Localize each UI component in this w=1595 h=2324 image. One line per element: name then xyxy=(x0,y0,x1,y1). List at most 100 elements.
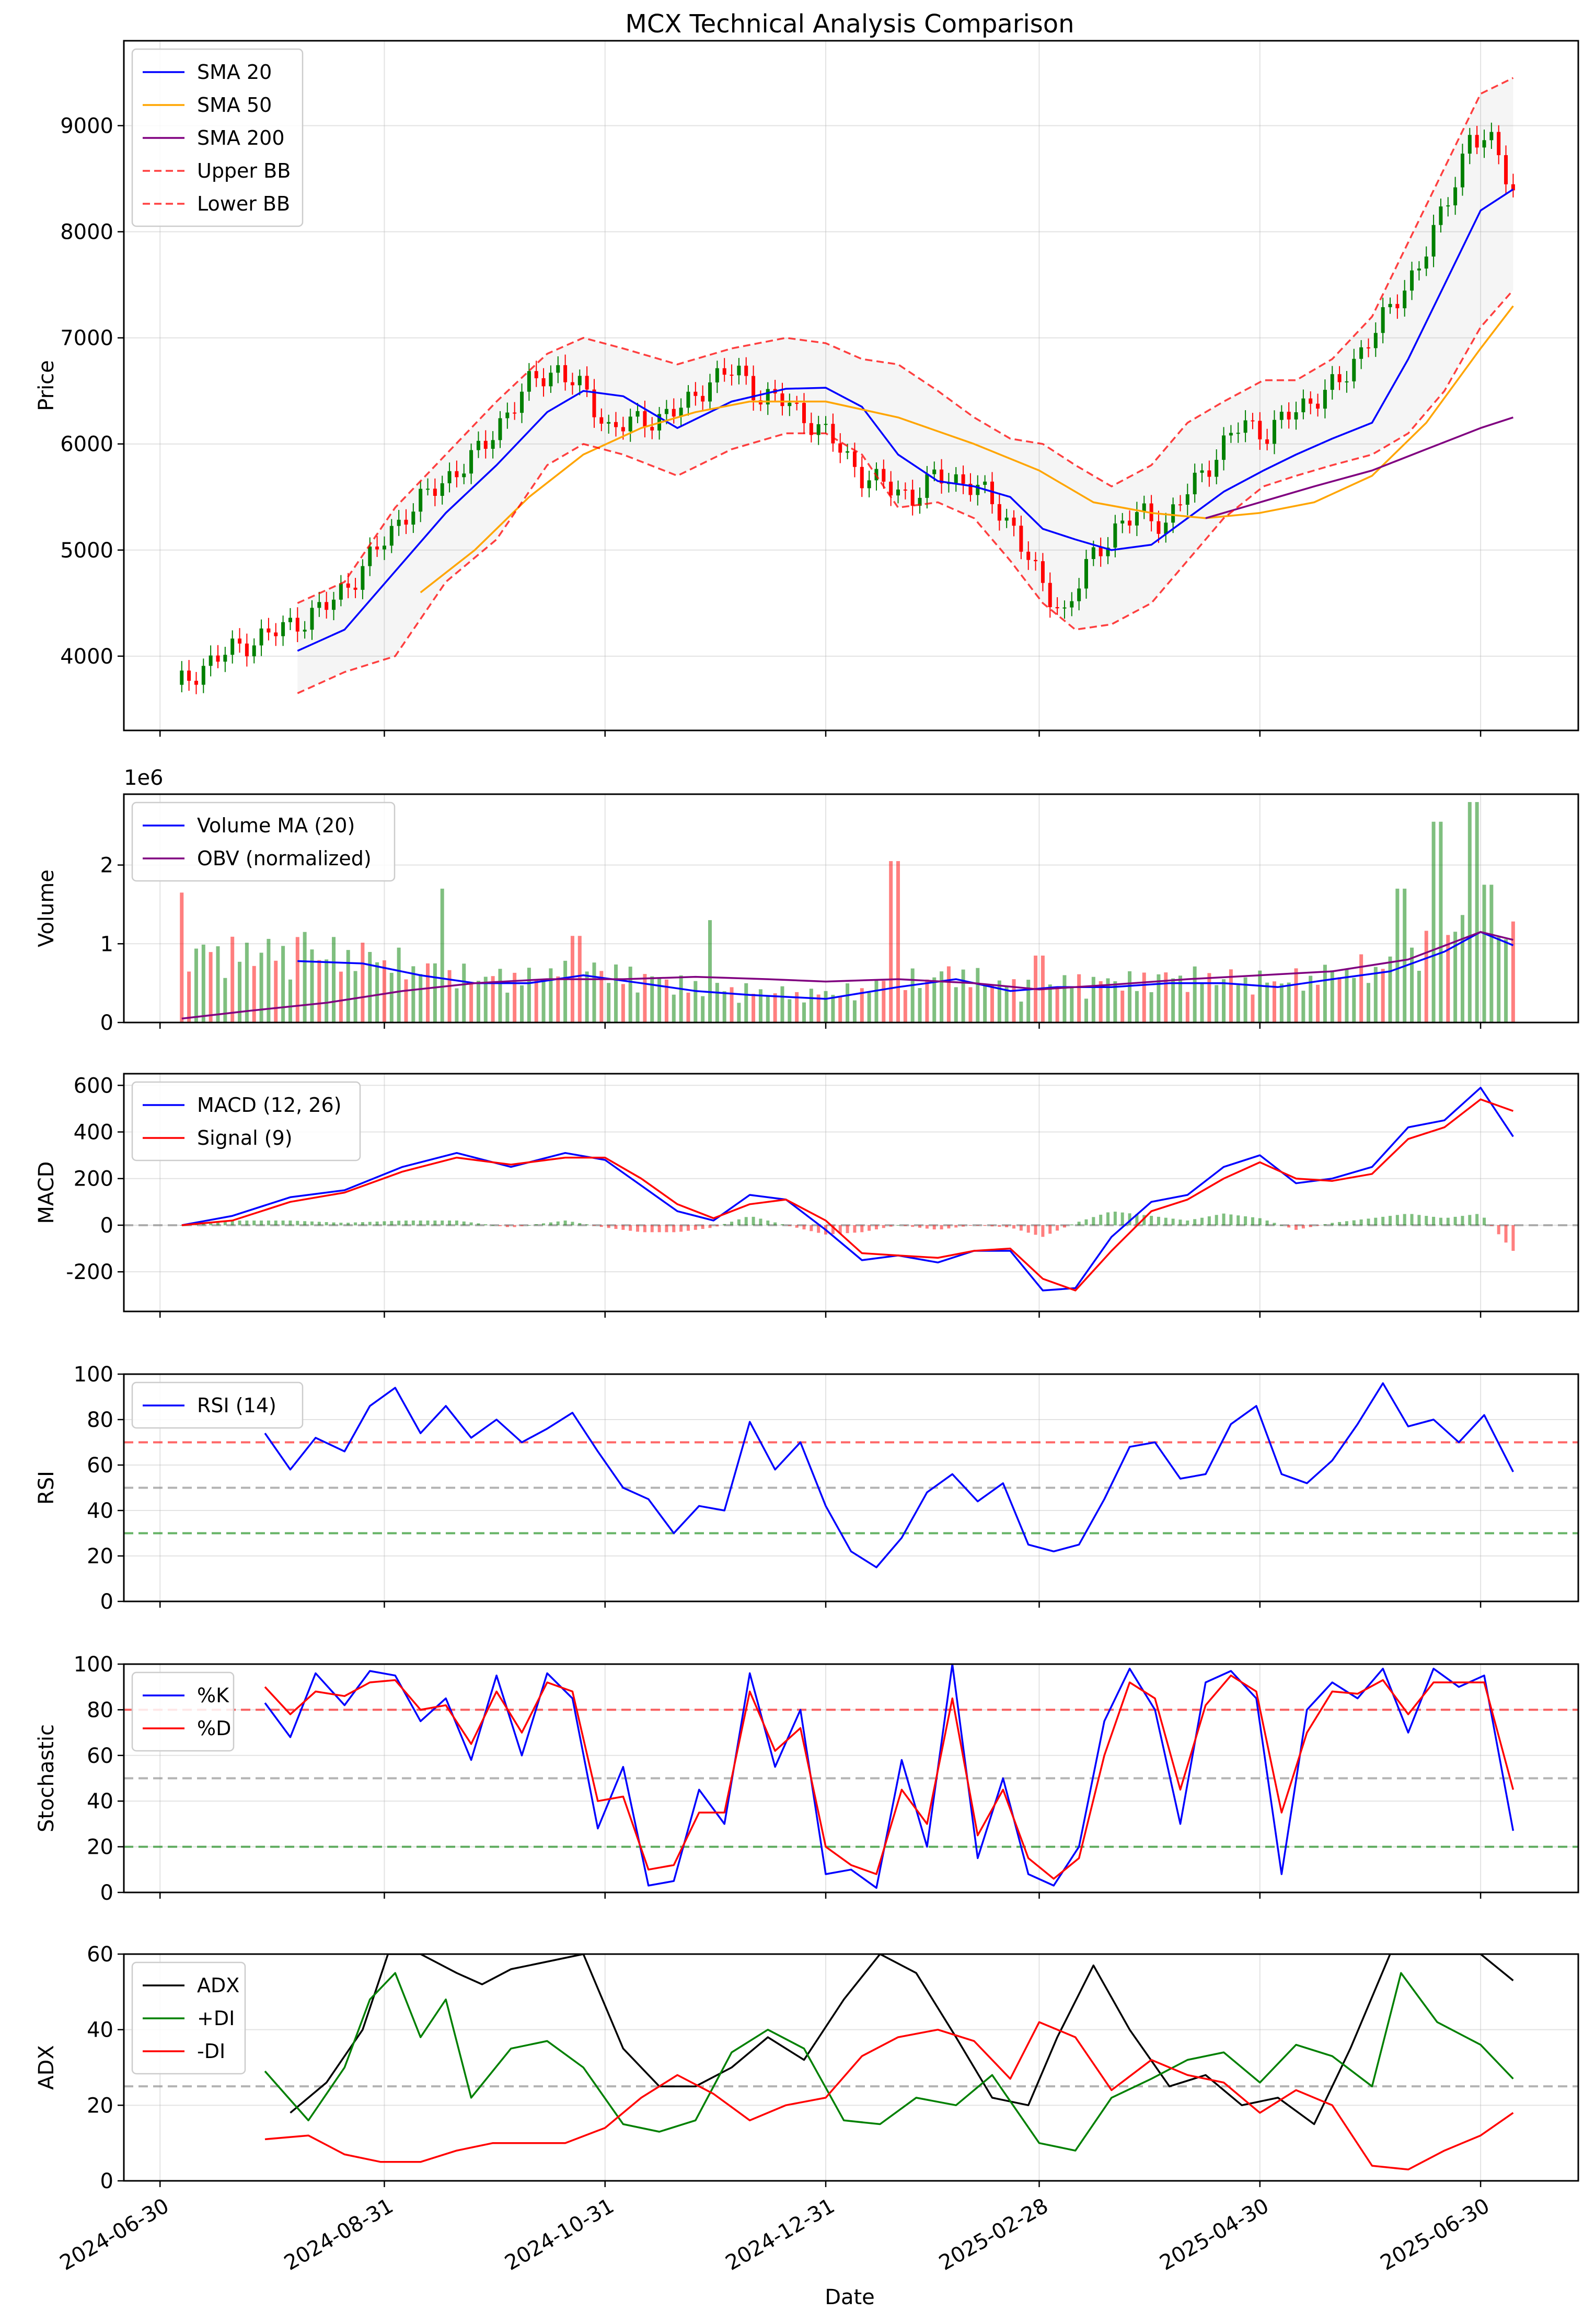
candle-body xyxy=(672,409,676,417)
macd-histogram-bar xyxy=(780,1224,784,1225)
volume-bar xyxy=(520,985,524,1022)
volume-bar xyxy=(824,991,828,1022)
volume-bar xyxy=(1489,885,1494,1022)
panel-body-rsi xyxy=(124,1382,1578,1568)
candle-body xyxy=(686,391,690,408)
candle-body xyxy=(469,450,473,474)
candle-body xyxy=(476,440,480,450)
candle-body xyxy=(353,587,357,590)
macd-histogram-bar xyxy=(1005,1225,1009,1227)
candle-body xyxy=(889,481,893,496)
candle-body xyxy=(230,638,235,655)
macd-histogram-bar xyxy=(715,1225,719,1227)
candle-body xyxy=(1243,420,1247,433)
volume-bar xyxy=(541,981,546,1022)
volume-bar xyxy=(585,971,589,1022)
macd-histogram-bar xyxy=(679,1225,683,1232)
volume-bar xyxy=(1048,984,1052,1022)
macd-histogram-bar xyxy=(1389,1216,1392,1225)
macd-histogram-bar xyxy=(1273,1223,1276,1225)
volume-bar xyxy=(628,967,632,1022)
volume-bar xyxy=(483,977,488,1022)
macd-histogram-bar xyxy=(1309,1225,1312,1227)
macd-histogram-bar xyxy=(874,1225,878,1229)
volume-bar xyxy=(816,994,820,1022)
candle-body xyxy=(1359,347,1363,359)
series-line-macd-12-26 xyxy=(181,1087,1514,1292)
volume-bar xyxy=(259,952,263,1022)
candle-body xyxy=(216,655,220,662)
panel-frame xyxy=(123,1073,1579,1312)
candle-body xyxy=(918,497,922,506)
volume-bar xyxy=(708,920,712,1022)
candle-body xyxy=(737,365,741,376)
volume-bar xyxy=(1164,972,1168,1022)
macd-histogram-bar xyxy=(752,1216,755,1225)
volume-bar xyxy=(621,984,625,1022)
volume-bar xyxy=(1403,888,1407,1022)
volume-bar xyxy=(650,976,654,1022)
y-tick-label: 80 xyxy=(87,1408,113,1432)
legend-price: SMA 20 SMA 50 SMA 200 Upper BB Lower BB xyxy=(131,48,304,227)
volume-bar xyxy=(795,992,799,1022)
series-line--di xyxy=(264,1972,1514,2152)
candle-body xyxy=(404,519,408,525)
panel-macd: -200 0 200 400 600 MACD MACD (12, 26) Signal (9… xyxy=(34,1073,1579,1318)
macd-histogram-bar xyxy=(1113,1211,1117,1225)
volume-bar xyxy=(527,968,531,1022)
volume-bar xyxy=(267,938,271,1022)
volume-bar xyxy=(426,963,430,1022)
volume-bar xyxy=(332,937,336,1022)
macd-histogram-bar xyxy=(1316,1225,1320,1226)
y-axis-label: RSI xyxy=(34,1471,59,1505)
candle-body xyxy=(599,417,604,424)
volume-bar xyxy=(643,974,647,1022)
macd-histogram-bar xyxy=(614,1225,618,1229)
macd-histogram-bar xyxy=(1062,1225,1066,1228)
volume-bar xyxy=(1294,968,1298,1022)
y-tick-label: 0 xyxy=(100,1214,113,1238)
y-tick-label: 600 xyxy=(74,1074,113,1098)
macd-histogram-bar xyxy=(223,1221,227,1225)
y-tick-label: 6000 xyxy=(60,433,113,457)
volume-bar xyxy=(672,994,676,1022)
volume-bar xyxy=(1359,954,1363,1022)
volume-bar xyxy=(1026,980,1031,1022)
volume-bar xyxy=(187,971,191,1022)
volume-bar xyxy=(339,971,343,1022)
candle-body xyxy=(577,376,582,386)
macd-histogram-bar xyxy=(578,1223,582,1225)
macd-histogram-bar xyxy=(817,1225,820,1233)
panel-body-macd xyxy=(124,1087,1578,1292)
macd-histogram-bar xyxy=(911,1225,915,1227)
volume-bar xyxy=(1453,932,1458,1022)
volume-bar xyxy=(498,969,502,1022)
y-axis-label: Volume xyxy=(34,869,59,947)
candle-body xyxy=(766,389,770,405)
macd-histogram-bar xyxy=(1236,1215,1240,1225)
candle-body xyxy=(368,547,372,566)
macd-histogram-bar xyxy=(296,1221,299,1225)
candle-body xyxy=(1055,607,1059,609)
legend-label: SMA 20 xyxy=(197,61,272,84)
candle-body xyxy=(607,422,611,424)
candle-body xyxy=(1106,548,1110,556)
macd-histogram-bar xyxy=(788,1225,791,1226)
macd-histogram-bar xyxy=(607,1225,610,1228)
macd-histogram-bar xyxy=(723,1224,726,1225)
macd-histogram-bar xyxy=(1251,1217,1254,1225)
candle-body xyxy=(332,599,336,610)
macd-histogram-bar xyxy=(230,1221,234,1225)
macd-histogram-bar xyxy=(383,1221,386,1225)
candle-body xyxy=(1330,374,1334,390)
macd-histogram-bar xyxy=(868,1225,871,1231)
candle-body xyxy=(635,411,640,417)
macd-histogram-bar xyxy=(448,1221,452,1225)
volume-bar xyxy=(607,983,611,1022)
volume-bar xyxy=(694,981,698,1022)
volume-bar xyxy=(1236,985,1240,1022)
candle-body xyxy=(1041,561,1045,583)
macd-histogram-bar xyxy=(846,1225,849,1234)
macd-histogram-bar xyxy=(361,1222,364,1225)
macd-histogram-bar xyxy=(1381,1216,1385,1225)
